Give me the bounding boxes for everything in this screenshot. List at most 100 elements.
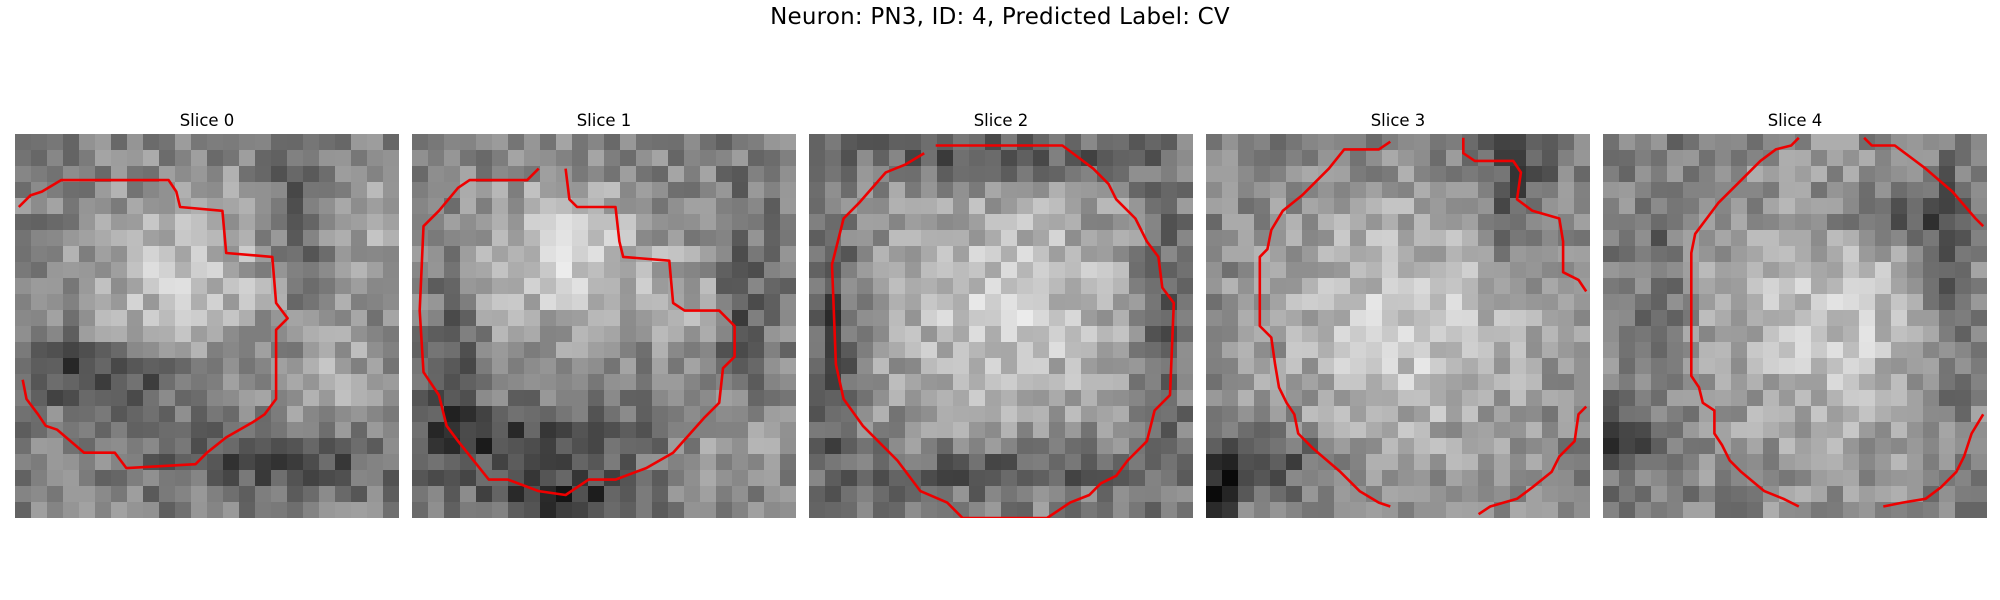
pixel	[780, 214, 796, 231]
pixel	[1683, 198, 1700, 215]
pixel	[1510, 310, 1527, 327]
pixel	[1145, 134, 1162, 151]
pixel	[1923, 214, 1940, 231]
pixel	[668, 470, 685, 487]
pixel	[1795, 246, 1812, 263]
pixel	[1526, 278, 1543, 295]
pixel	[1619, 326, 1636, 343]
pixel	[79, 326, 96, 343]
pixel	[969, 198, 986, 215]
pixel	[1398, 374, 1415, 391]
pixel	[1939, 438, 1956, 455]
pixel	[921, 438, 938, 455]
pixel	[1619, 150, 1636, 167]
pixel	[620, 422, 637, 439]
pixel	[524, 182, 541, 199]
pixel	[572, 150, 589, 167]
pixel	[335, 294, 352, 311]
pixel	[1302, 422, 1319, 439]
pixel	[15, 422, 32, 439]
pixel	[841, 454, 858, 471]
pixel	[1254, 310, 1271, 327]
pixel	[556, 406, 573, 423]
pixel	[1017, 486, 1034, 503]
pixel	[351, 502, 368, 518]
pixel	[143, 358, 160, 375]
pixel	[1049, 310, 1066, 327]
pixel	[159, 406, 176, 423]
pixel	[1542, 230, 1559, 247]
pixel	[1510, 470, 1527, 487]
pixel	[1334, 406, 1351, 423]
pixel	[1827, 438, 1844, 455]
pixel	[508, 198, 525, 215]
pixel	[1683, 454, 1700, 471]
pixel	[1619, 278, 1636, 295]
pixel	[335, 342, 352, 359]
pixel	[572, 406, 589, 423]
pixel	[191, 182, 208, 199]
pixel	[444, 278, 461, 295]
pixel	[1843, 502, 1860, 518]
pixel	[1542, 278, 1559, 295]
pixel	[508, 150, 525, 167]
pixel	[1033, 374, 1050, 391]
pixel	[319, 422, 336, 439]
pixel	[1667, 454, 1684, 471]
pixel	[652, 166, 669, 183]
pixel	[1366, 198, 1383, 215]
pixel	[1238, 310, 1255, 327]
pixel	[985, 230, 1002, 247]
pixel	[969, 294, 986, 311]
pixel	[1462, 422, 1479, 439]
pixel	[1731, 214, 1748, 231]
pixel	[1635, 294, 1652, 311]
pixel	[1667, 438, 1684, 455]
pixel	[1907, 294, 1924, 311]
pixel	[1939, 390, 1956, 407]
pixel	[524, 438, 541, 455]
pixel	[1446, 294, 1463, 311]
pixel	[1097, 134, 1114, 151]
pixel	[780, 406, 796, 423]
pixel	[207, 166, 224, 183]
pixel	[1891, 438, 1908, 455]
pixel	[809, 390, 826, 407]
pixel	[143, 438, 160, 455]
pixel	[1763, 246, 1780, 263]
pixel	[1827, 150, 1844, 167]
pixel	[1350, 422, 1367, 439]
pixel	[1382, 150, 1399, 167]
pixel	[15, 438, 32, 455]
pixel	[540, 294, 557, 311]
pixel	[604, 182, 621, 199]
pixel	[239, 406, 256, 423]
pixel	[953, 470, 970, 487]
pixel	[620, 214, 637, 231]
pixel	[223, 294, 240, 311]
pixel	[1145, 198, 1162, 215]
pixel	[825, 182, 842, 199]
pixel	[1446, 390, 1463, 407]
pixel	[1382, 486, 1399, 503]
pixel	[604, 342, 621, 359]
pixel	[1017, 342, 1034, 359]
pixel	[809, 422, 826, 439]
pixel	[1923, 230, 1940, 247]
pixel	[1603, 214, 1620, 231]
pixel	[1065, 358, 1082, 375]
pixel	[1907, 326, 1924, 343]
pixel	[79, 230, 96, 247]
pixel	[1875, 470, 1892, 487]
pixel	[1350, 166, 1367, 183]
pixel	[921, 326, 938, 343]
pixel	[841, 294, 858, 311]
pixel	[1017, 230, 1034, 247]
pixel	[1683, 422, 1700, 439]
pixel	[985, 358, 1002, 375]
pixel	[1619, 246, 1636, 263]
pixel	[335, 390, 352, 407]
pixel	[1747, 502, 1764, 518]
pixel	[700, 390, 717, 407]
pixel	[620, 502, 637, 518]
